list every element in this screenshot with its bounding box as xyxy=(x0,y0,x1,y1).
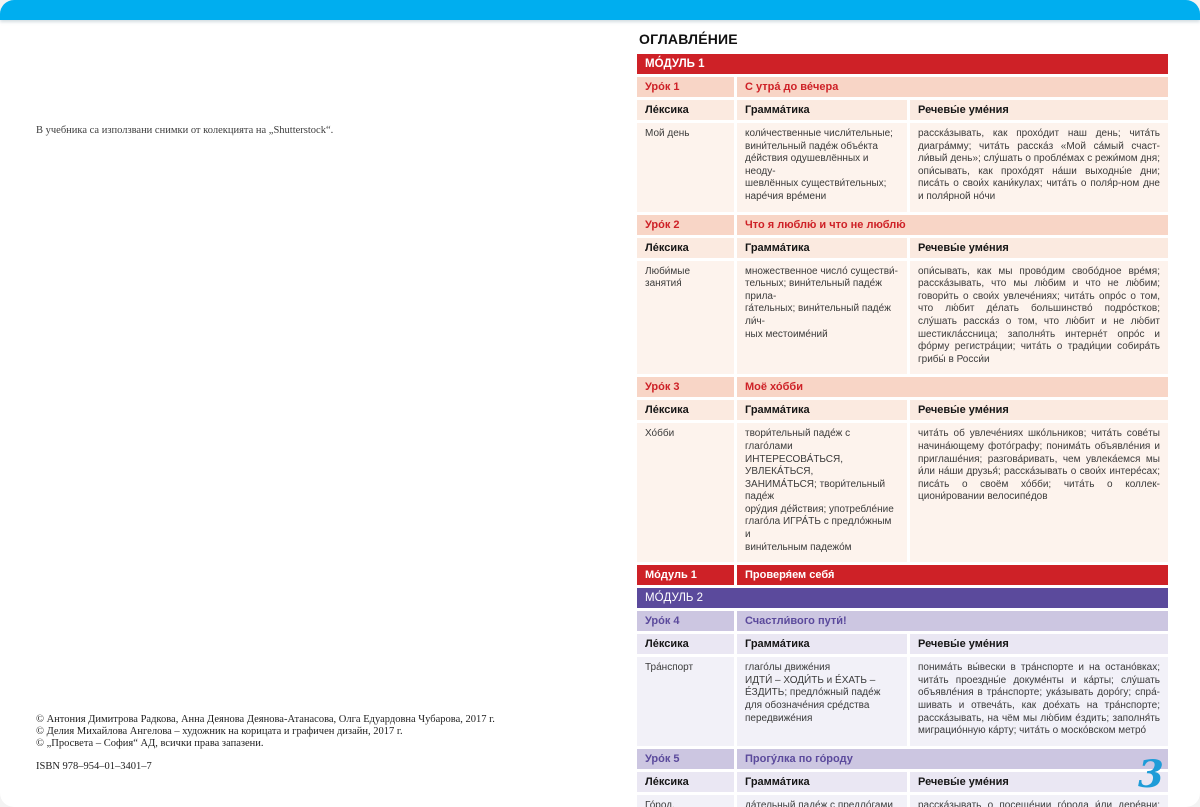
speech-cell: чита́ть об увлече́ниях шко́льников; чита… xyxy=(910,423,1168,563)
lesson-number: Уро́к 3 xyxy=(637,377,734,398)
top-color-bar xyxy=(0,0,1200,20)
lesson-title: Счастли́вого пути́! xyxy=(737,611,1168,632)
column-header-lexis: Ле́ксика xyxy=(637,237,734,258)
lesson-number: Уро́к 4 xyxy=(637,611,734,632)
toc-row-body: Го́род, дере́вняда́тельный паде́ж с пред… xyxy=(637,794,1168,807)
lexis-cell: Люби́мые занятия́ xyxy=(637,260,734,375)
lesson-number: Уро́к 1 xyxy=(637,77,734,97)
column-header-speech: Речевы́е уме́ния xyxy=(910,634,1168,655)
toc-title: ОГЛАВЛЕ́НИЕ xyxy=(639,31,738,47)
lexis-cell: Мой день xyxy=(637,123,734,212)
lesson-number: Уро́к 5 xyxy=(637,748,734,769)
column-header-speech: Речевы́е уме́ния xyxy=(910,100,1168,120)
grammar-cell: множественное число́ существи́- тельных;… xyxy=(737,260,907,375)
module-banner: МО́ДУЛЬ 2 xyxy=(637,588,1168,609)
column-header-grammar: Грамма́тика xyxy=(737,634,907,655)
column-header-speech: Речевы́е уме́ния xyxy=(910,771,1168,792)
toc-row-lesson: Уро́к 3 Моё хо́бби xyxy=(637,377,1168,398)
toc-row-lesson: Уро́к 5 Прогу́лка по го́роду xyxy=(637,748,1168,769)
toc-row-body: Люби́мые занятия́ множественное число́ су… xyxy=(637,260,1168,375)
speech-cell: расска́зывать, как прохо́дит наш день; ч… xyxy=(910,123,1168,212)
lesson-title: Что я люблю́ и что не люблю́ xyxy=(737,214,1168,235)
grammar-cell: глаго́лы движе́ния ИДТИ́ – ХОДИ́ТЬ и Е́Х… xyxy=(737,657,907,746)
toc-row-lesson: Уро́к 4 Счастли́вого пути́! xyxy=(637,611,1168,632)
lexis-cell: Тра́нспорт xyxy=(637,657,734,746)
column-header-speech: Речевы́е уме́ния xyxy=(910,237,1168,258)
toc-row-banner: МО́ДУЛЬ 2 xyxy=(637,588,1168,609)
toc-row-heads: Ле́ксика Грамма́тика Речевы́е уме́ния xyxy=(637,237,1168,258)
checkpoint-title: Проверя́ем себя́ xyxy=(737,565,1168,586)
lexis-cell: Хо́бби xyxy=(637,423,734,563)
toc-row-heads: Ле́ксика Грамма́тика Речевы́е уме́ния xyxy=(637,634,1168,655)
checkpoint-label: Мо́дуль 1 xyxy=(637,565,734,586)
lesson-title: Прогу́лка по го́роду xyxy=(737,748,1168,769)
toc-row-heads: Ле́ксика Грамма́тика Речевы́е уме́ния xyxy=(637,771,1168,792)
column-header-grammar: Грамма́тика xyxy=(737,400,907,421)
lesson-title: Моё хо́бби xyxy=(737,377,1168,398)
toc-row-body: Мой день коли́чественные числи́тельные; в… xyxy=(637,123,1168,212)
copyright-line: © „Просвета – София“ АД, всички права за… xyxy=(36,737,264,749)
grammar-cell: твори́тельный паде́ж с глаго́лами ИНТЕРЕ… xyxy=(737,423,907,563)
column-header-grammar: Грамма́тика xyxy=(737,100,907,120)
column-header-lexis: Ле́ксика xyxy=(637,634,734,655)
photo-credit-note: В учебника са използвани снимки от колек… xyxy=(36,125,334,136)
column-header-speech: Речевы́е уме́ния xyxy=(910,400,1168,421)
lexis-cell: Го́род, дере́вня xyxy=(637,794,734,807)
toc-row-lesson: Уро́к 2 Что я люблю́ и что не люблю́ xyxy=(637,214,1168,235)
column-header-lexis: Ле́ксика xyxy=(637,400,734,421)
column-header-lexis: Ле́ксика xyxy=(637,771,734,792)
module-banner: МО́ДУЛЬ 1 xyxy=(637,54,1168,74)
toc-row-body: Тра́нспорт глаго́лы движе́ния ИДТИ́ – ХОД… xyxy=(637,657,1168,746)
toc-row-checkpoint: Мо́дуль 1 Проверя́ем себя́ xyxy=(637,565,1168,586)
speech-cell: понима́ть вы́вески в тра́нспорте и на ос… xyxy=(910,657,1168,746)
lesson-title: С утра́ до ве́чера xyxy=(737,77,1168,97)
column-header-grammar: Грамма́тика xyxy=(737,771,907,792)
lesson-number: Уро́к 2 xyxy=(637,214,734,235)
isbn-line: ISBN 978–954–01–3401–7 xyxy=(36,761,152,773)
speech-cell: расска́зывать о посеще́нии го́рода и́ли … xyxy=(910,794,1168,807)
column-header-lexis: Ле́ксика xyxy=(637,100,734,120)
copyright-line: © Делия Михайлова Ангелова – художник на… xyxy=(36,725,403,737)
toc-row-heads: Ле́ксика Грамма́тика Речевы́е уме́ния xyxy=(637,400,1168,421)
toc-row-heads: Ле́ксика Грамма́тика Речевы́е уме́ния xyxy=(637,100,1168,120)
speech-cell: опи́сывать, как мы прово́дим свобо́дное … xyxy=(910,260,1168,375)
toc-row-banner: МО́ДУЛЬ 1 xyxy=(637,54,1168,74)
grammar-cell: да́тельный паде́ж с предло́гами К и ПО; … xyxy=(737,794,907,807)
page-number: 3 xyxy=(1138,752,1164,796)
column-header-grammar: Грамма́тика xyxy=(737,237,907,258)
copyright-block: © Антония Димитрова Радкова, Анна Деянов… xyxy=(36,714,596,773)
toc-row-body: Хо́бби твори́тельный паде́ж с глаго́лами … xyxy=(637,423,1168,563)
copyright-line: © Антония Димитрова Радкова, Анна Деянов… xyxy=(36,714,495,725)
grammar-cell: коли́чественные числи́тельные; вини́тель… xyxy=(737,123,907,212)
